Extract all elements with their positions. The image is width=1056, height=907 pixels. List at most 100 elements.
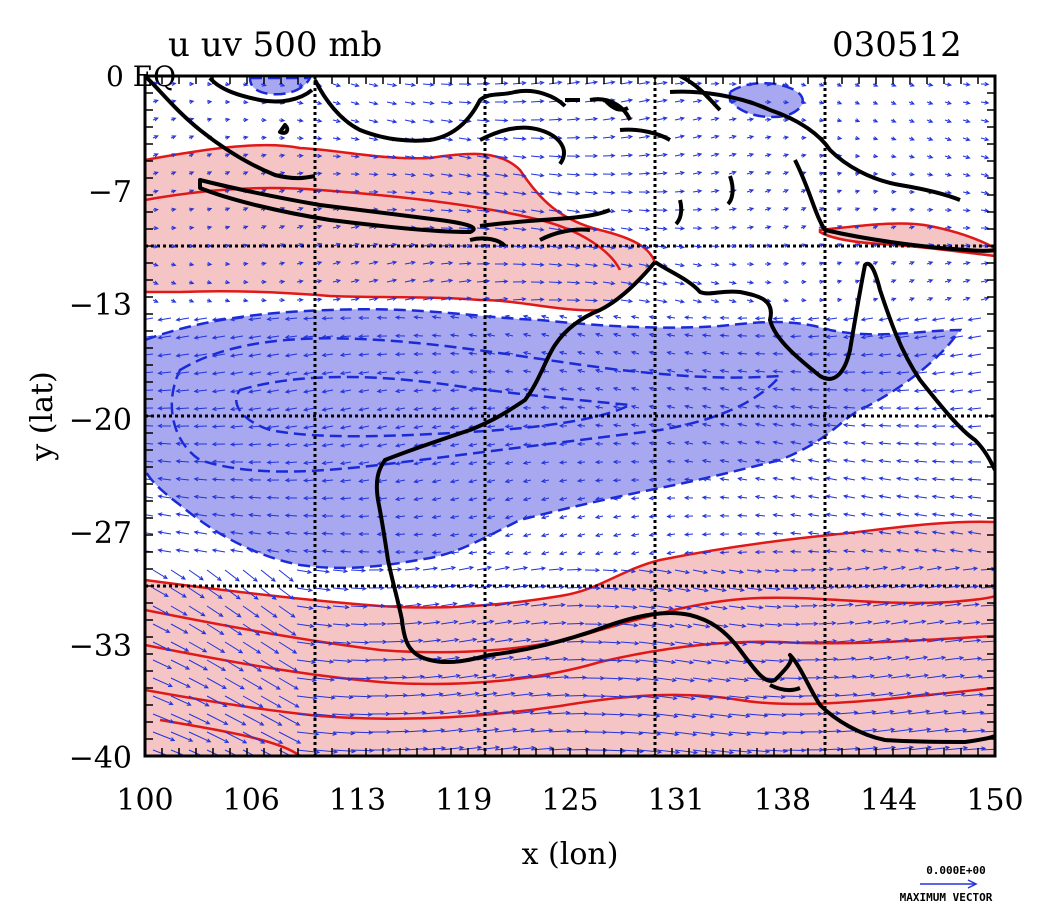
wind-vector [656,677,678,683]
wind-vector [321,407,334,412]
wind-vector [332,658,353,664]
wind-vector [224,731,248,744]
wind-vector [701,422,712,427]
wind-vector [476,709,499,715]
wind-vector [512,244,527,249]
wind-vector [494,155,509,160]
wind-vector [908,136,915,141]
wind-vector [404,172,417,178]
wind-vector [764,135,772,140]
wind-vector [926,100,934,105]
wind-vector [825,352,838,357]
wind-vector [872,709,895,715]
wind-vector [358,425,370,430]
wind-vector [949,530,964,535]
wind-vector [413,479,424,484]
wind-vector [206,659,227,671]
wind-vector [486,406,496,411]
wind-vector [494,226,509,232]
wind-vector [836,135,843,141]
wind-vector [692,731,716,737]
wind-vector [782,225,790,230]
wind-vector [404,584,422,590]
wind-vector [746,135,755,140]
wind-vector [431,497,442,502]
wind-vector [224,298,231,303]
wind-vector [772,369,784,374]
wind-vector [188,81,195,87]
wind-vector [175,476,190,482]
wind-vector [764,280,772,285]
wind-vector [719,351,730,356]
wind-vector [157,458,172,464]
wind-vector [332,604,350,610]
wind-vector [782,207,790,212]
wind-vector [701,351,712,356]
wind-vector [206,207,213,212]
wind-vector [719,440,730,445]
wind-vector [278,659,299,672]
wind-vector [872,100,879,105]
wind-vector [701,550,712,555]
wind-vector [612,496,622,501]
wind-vector [170,280,177,285]
wind-vector [188,99,195,104]
wind-vector [949,371,964,376]
wind-vector [157,530,172,535]
wind-vector [476,261,491,266]
wind-vector [145,496,154,499]
wind-vector [206,298,213,303]
wind-vector [321,352,334,358]
wind-vector [878,530,892,535]
wind-vector [242,298,249,303]
wind-vector [530,656,551,661]
wind-vector [145,532,154,535]
wind-vector [656,695,678,701]
wind-vector [807,405,820,410]
wind-vector [913,423,927,429]
wind-vector [350,297,360,302]
wind-vector [674,281,686,286]
wind-vector [825,458,838,463]
wind-vector [872,637,892,643]
wind-vector [630,350,640,355]
wind-vector [913,548,928,553]
wind-vector [890,745,915,751]
wind-vector [314,207,323,212]
wind-vector [284,316,298,321]
wind-vector [602,171,616,177]
wind-vector [710,152,720,157]
wind-vector [284,442,298,448]
wind-vector [458,81,472,87]
wind-vector [818,261,825,266]
wind-vector [242,207,249,212]
wind-vector [449,424,460,429]
wind-vector [540,405,550,410]
wind-vector [674,263,686,268]
wind-vector [321,371,334,376]
wind-vector [728,99,737,104]
wind-vector [404,101,417,106]
wind-vector [908,279,915,284]
wind-vector [836,82,843,87]
wind-vector [728,731,752,737]
wind-vector [962,243,971,248]
wind-vector [224,261,231,267]
wind-vector [314,118,323,123]
wind-vector [683,368,694,373]
wind-vector [656,80,668,86]
wind-vector [386,242,398,248]
wind-vector [895,388,910,393]
wind-vector [458,745,483,751]
wind-vector [962,656,983,661]
wind-vector [339,496,352,501]
wind-vector [701,333,712,338]
wind-vector [170,677,191,688]
wind-vector [566,693,588,698]
wind-vector [944,584,962,589]
wind-vector [332,297,342,302]
wind-vector [719,513,730,519]
wind-vector [612,386,622,392]
wind-vector [358,407,370,412]
wind-vector [800,567,817,573]
